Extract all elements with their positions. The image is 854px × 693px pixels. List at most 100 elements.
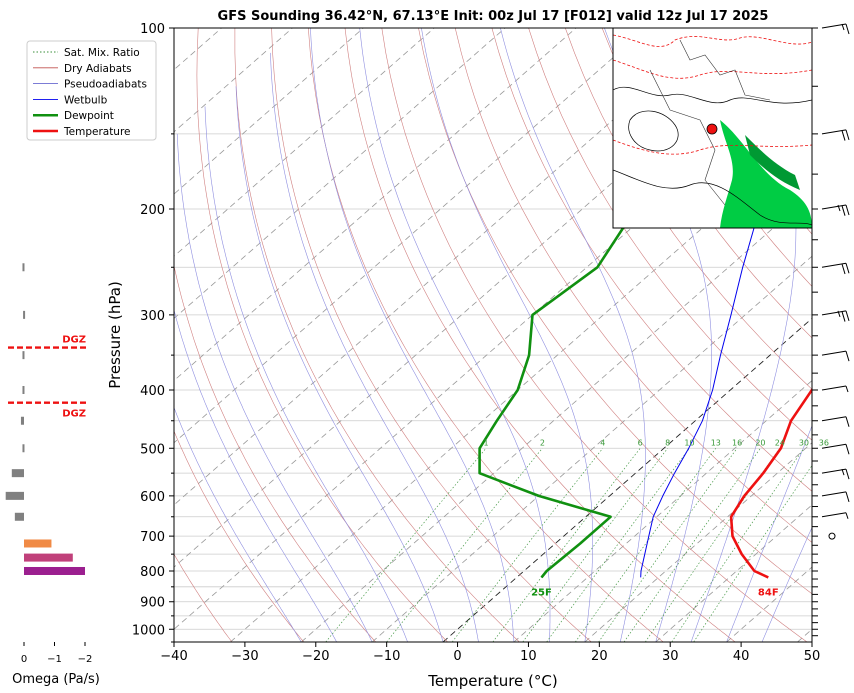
wind-barb: [821, 468, 850, 480]
isotherm-line: [584, 442, 812, 642]
pseudoadiabat-line: [726, 424, 812, 642]
dry-adiabat-line: [308, 28, 664, 642]
legend-label: Pseudoadiabats: [64, 79, 147, 91]
pseudoadiabat-line: [359, 28, 551, 642]
isotherm-line: [174, 28, 719, 506]
pseudoadiabat-line: [500, 28, 646, 642]
omega-bar: [20, 416, 24, 425]
x-tick-label: −30: [231, 649, 258, 664]
y-tick-label: 800: [140, 565, 165, 580]
mixing-ratio-line: [598, 448, 738, 642]
mixing-ratio-label: 16: [732, 438, 742, 447]
dry-adiabat-line: [174, 264, 376, 642]
map-contour: [613, 34, 812, 47]
wind-barb: [821, 491, 850, 503]
surface-temp-label: 84F: [758, 587, 779, 598]
mixing-ratio-line: [671, 448, 805, 642]
omega-bar: [5, 491, 24, 500]
x-tick-label: −10: [373, 649, 400, 664]
mixing-ratio-line: [492, 448, 641, 642]
omega-bar: [24, 553, 73, 562]
isotherm-line: [174, 28, 506, 319]
mixing-ratio-line: [693, 464, 812, 642]
isotherm-line: [174, 28, 577, 382]
x-tick-label: 50: [804, 649, 821, 664]
dry-adiabat-line: [565, 28, 812, 390]
isotherm-line: [300, 193, 812, 642]
isotherm-line: [174, 28, 364, 195]
isotherm-line: [174, 28, 293, 133]
mixing-ratio-label: 6: [638, 438, 643, 447]
x-tick-label: 40: [733, 649, 750, 664]
mixing-ratio-line: [575, 448, 717, 642]
x-tick-label: 30: [662, 649, 679, 664]
wind-barb: [821, 350, 850, 362]
mixing-ratio-label: 1: [483, 438, 488, 447]
omega-panel: DGZ DGZ 0 −1 −2: [5, 263, 92, 665]
dry-adiabat-line: [638, 28, 812, 287]
inset-map: [612, 27, 813, 229]
pseudoadiabat-line: [174, 308, 337, 642]
mixing-ratio-label: 36: [819, 438, 829, 447]
omega-bar: [24, 566, 85, 575]
dry-adiabat-line: [344, 28, 736, 642]
omega-tick-label: 0: [21, 654, 27, 665]
omega-bar: [11, 469, 24, 478]
plot-frame: [173, 27, 813, 643]
mixing-ratio-label: 2: [540, 438, 545, 447]
dry-adiabat-line: [491, 28, 812, 492]
y-axis-label: Pressure (hPa): [106, 281, 124, 389]
mixing-ratio-line: [645, 448, 781, 642]
dry-adiabat-line: [381, 28, 808, 642]
isotherm-line: [174, 28, 648, 444]
omega-tick-label: −1: [47, 654, 62, 665]
map-contour: [613, 169, 812, 226]
legend-label: Dewpoint: [64, 110, 114, 122]
omega-bar: [22, 444, 25, 453]
dgz-label: DGZ: [62, 335, 86, 346]
mixing-ratio-label: 4: [600, 438, 605, 447]
mixing-ratio-line: [451, 448, 604, 642]
mixing-ratio-line: [522, 448, 668, 642]
pseudoadiabat-line: [761, 526, 812, 642]
legend-box: [26, 40, 157, 141]
omega-bar: [22, 351, 25, 360]
legend: Sat. Mix. Ratio Dry Adiabats Pseudoadiabat…: [26, 40, 157, 141]
pseudoadiabat-line: [690, 28, 797, 642]
x-tick-label: −40: [160, 649, 187, 664]
mixing-ratio-line: [546, 448, 690, 642]
wind-barb: [821, 262, 850, 275]
y-tick-label: 200: [140, 203, 165, 218]
isotherm-line: [174, 28, 435, 257]
dry-adiabat-line: [234, 28, 520, 642]
x-tick-label: 10: [520, 649, 537, 664]
wind-barb: [821, 512, 849, 519]
x-tick-label: 0: [453, 649, 461, 664]
pseudoadiabat-line: [604, 28, 712, 642]
pseudoadiabat-line: [235, 86, 444, 642]
pseudoadiabat-line: [310, 28, 515, 642]
wind-barb: [828, 532, 836, 540]
mixing-ratio-label: 30: [799, 438, 809, 447]
omega-bar: [24, 539, 52, 548]
omega-bar: [22, 385, 25, 394]
pseudoadiabat-line: [270, 52, 479, 642]
isotherm-line: [442, 317, 812, 642]
y-tick-label: 900: [140, 596, 165, 611]
map-border: [649, 69, 726, 206]
dry-adiabat-line: [174, 553, 233, 642]
omega-axis-label: Omega (Pa/s): [12, 672, 100, 687]
map-contour: [613, 59, 812, 79]
x-tick-label: −20: [302, 649, 329, 664]
legend-label: Dry Adiabats: [64, 63, 132, 75]
x-axis-label: Temperature (°C): [427, 672, 557, 690]
mixing-ratio-label: 8: [665, 438, 670, 447]
isotherm-line: [230, 131, 812, 642]
chart-title: GFS Sounding 36.42°N, 67.13°E Init: 00z …: [218, 9, 769, 24]
series-temperature-line: [729, 388, 812, 579]
pseudoadiabat-line: [421, 28, 593, 642]
legend-label: Sat. Mix. Ratio: [64, 47, 140, 59]
omega-bar: [23, 310, 26, 319]
map-location-marker: [706, 123, 718, 135]
